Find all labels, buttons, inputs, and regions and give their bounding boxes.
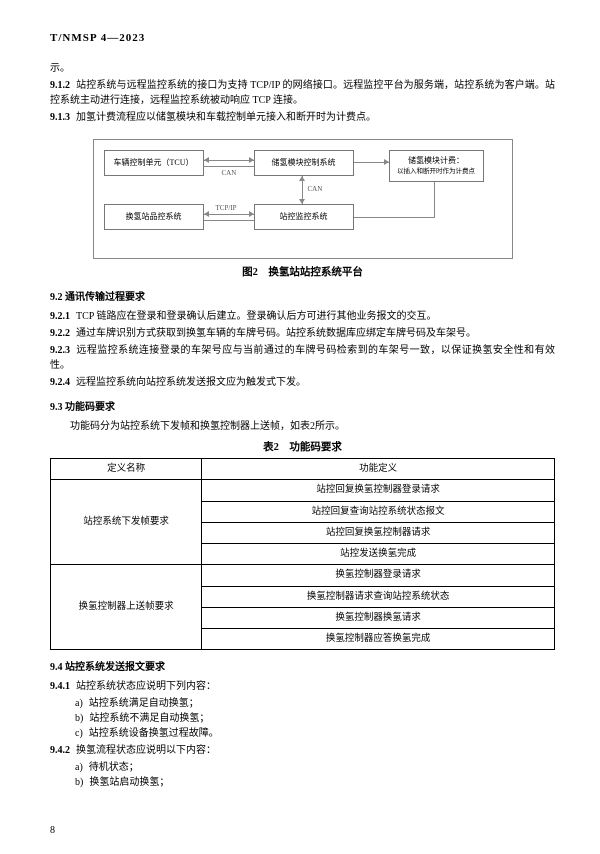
lab: b) [75,777,83,788]
node-tcu: 车辆控制单元（TCU） [104,150,204,176]
table-row: 换氢控制器上送帧要求 换氢控制器登录请求 [51,565,555,586]
num-921: 9.2.1 [50,311,70,322]
cell: 站控回复换氢控制器请求 [202,522,555,543]
cell-rowB: 换氢控制器上送帧要求 [51,565,202,650]
cell-rowA: 站控系统下发帧要求 [51,480,202,565]
continuation: 示。 [50,61,555,76]
label-tcpip: TCP/IP [216,203,237,214]
table-caption: 表2 功能码要求 [50,440,555,456]
doc-header: T/NMSP 4—2023 [50,30,555,47]
arrow-icon [299,176,305,181]
text-923: 远程监控系统连接登录的车架号应与当前通过的车牌号码检索到的车架号一致，以保证换氢… [50,345,555,371]
label-can2: CAN [308,184,323,195]
text-941: 站控系统状态应说明下列内容： [76,681,216,692]
text-942: 换氢流程状态应说明以下内容： [76,745,216,756]
table-row: 站控系统下发帧要求 站控回复换氢控制器登录请求 [51,480,555,501]
node-billing-title: 储氢模块计费： [408,155,464,167]
table-2: 定义名称 功能定义 站控系统下发帧要求 站控回复换氢控制器登录请求 站控回复查询… [50,458,555,650]
li-942b: b) 换氢站启动换氢； [75,775,555,790]
lab: c) [75,728,83,739]
li-text: 换氢站启动换氢； [89,777,169,788]
li-941c: c) 站控系统设备换氢过程故障。 [75,726,555,741]
para-93-body: 功能码分为站控系统下发帧和换氢控制器上送帧，如表2所示。 [50,419,555,434]
conn [204,160,254,161]
li-942a: a) 待机状态； [75,760,555,775]
li-text: 待机状态； [89,762,139,773]
num-924: 9.2.4 [50,377,70,388]
node-storage-ctrl: 储氢模块控制系统 [254,150,354,176]
text-921: TCP 链路应在登录和登录确认后建立。登录确认后方可进行其他业务报文的交互。 [76,311,436,322]
arrow-icon [249,157,254,163]
cell: 换氢控制器登录请求 [202,565,555,586]
arrow-icon [204,211,209,217]
cell: 站控回复换氢控制器登录请求 [202,480,555,501]
node-station-monitor: 站控监控系统 [254,204,354,230]
para-923: 9.2.3远程监控系统连接登录的车架号应与当前通过的车牌号码检索到的车架号一致，… [50,343,555,373]
node-qc: 换氢站品控系统 [104,204,204,230]
para-912: 9.1.2站控系统与远程监控系统的接口为支持 TCP/IP 的网络接口。远程监控… [50,78,555,108]
arrow-icon [204,157,209,163]
para-941: 9.4.1 站控系统状态应说明下列内容： [50,679,555,694]
li-text: 站控系统满足自动换氢； [89,698,199,709]
para-913: 9.1.3 加氢计费流程应以储氢模块和车载控制单元接入和断开时为计费点。 [50,110,555,125]
figure-caption: 图2 换氢站站控系统平台 [50,265,555,281]
th-func: 功能定义 [202,459,555,480]
conn [204,220,254,221]
label-can1: CAN [222,168,237,179]
node-billing-sub: 以插入和断开时作为计费点 [397,167,475,177]
sec-94: 9.4 站控系统发送报文要求 [50,660,555,675]
cell: 站控发送换氢完成 [202,544,555,565]
lab: a) [75,698,83,709]
lab: b) [75,713,83,724]
arrow-icon [384,159,389,165]
num-941: 9.4.1 [50,681,70,692]
sec-92: 9.2 通讯传输过程要求 [50,290,555,305]
cell: 换氢控制器换氢请求 [202,607,555,628]
lab: a) [75,762,83,773]
para-924: 9.2.4 远程监控系统向站控系统发送报文应为触发式下发。 [50,375,555,390]
sec-93: 9.3 功能码要求 [50,400,555,415]
node-billing: 储氢模块计费： 以插入和断开时作为计费点 [389,150,484,182]
th-def: 定义名称 [51,459,202,480]
text-913: 加氢计费流程应以储氢模块和车载控制单元接入和断开时为计费点。 [76,112,376,123]
num-913: 9.1.3 [50,112,70,123]
conn [204,166,254,167]
para-942: 9.4.2 换氢流程状态应说明以下内容： [50,743,555,758]
cell: 换氢控制器请求查询站控系统状态 [202,586,555,607]
li-941a: a) 站控系统满足自动换氢； [75,696,555,711]
figure-2-diagram: 车辆控制单元（TCU） 储氢模块控制系统 储氢模块计费： 以插入和断开时作为计费… [93,139,513,259]
num-922: 9.2.2 [50,328,70,339]
num-912: 9.1.2 [50,80,70,91]
text-912: 站控系统与远程监控系统的接口为支持 TCP/IP 的网络接口。远程监控平台为服务… [50,80,555,106]
num-923: 9.2.3 [50,345,70,356]
conn [204,214,254,215]
li-text: 站控系统设备换氢过程故障。 [89,728,219,739]
arrow-icon [299,199,305,204]
text-922: 通过车牌识别方式获取到换氢车辆的车牌号码。站控系统数据库应绑定车牌号码及车架号。 [76,328,476,339]
li-text: 站控系统不满足自动换氢； [89,713,209,724]
page-number: 8 [50,823,55,838]
para-922: 9.2.2 通过车牌识别方式获取到换氢车辆的车牌号码。站控系统数据库应绑定车牌号码… [50,326,555,341]
cell: 站控回复查询站控系统状态报文 [202,501,555,522]
conn [434,182,435,218]
para-921: 9.2.1 TCP 链路应在登录和登录确认后建立。登录确认后方可进行其他业务报文的… [50,309,555,324]
cell: 换氢控制器应答换氢完成 [202,629,555,650]
arrow-icon [249,211,254,217]
table-header-row: 定义名称 功能定义 [51,459,555,480]
li-941b: b) 站控系统不满足自动换氢； [75,711,555,726]
conn [354,217,434,218]
text-924: 远程监控系统向站控系统发送报文应为触发式下发。 [76,377,306,388]
num-942: 9.4.2 [50,745,70,756]
